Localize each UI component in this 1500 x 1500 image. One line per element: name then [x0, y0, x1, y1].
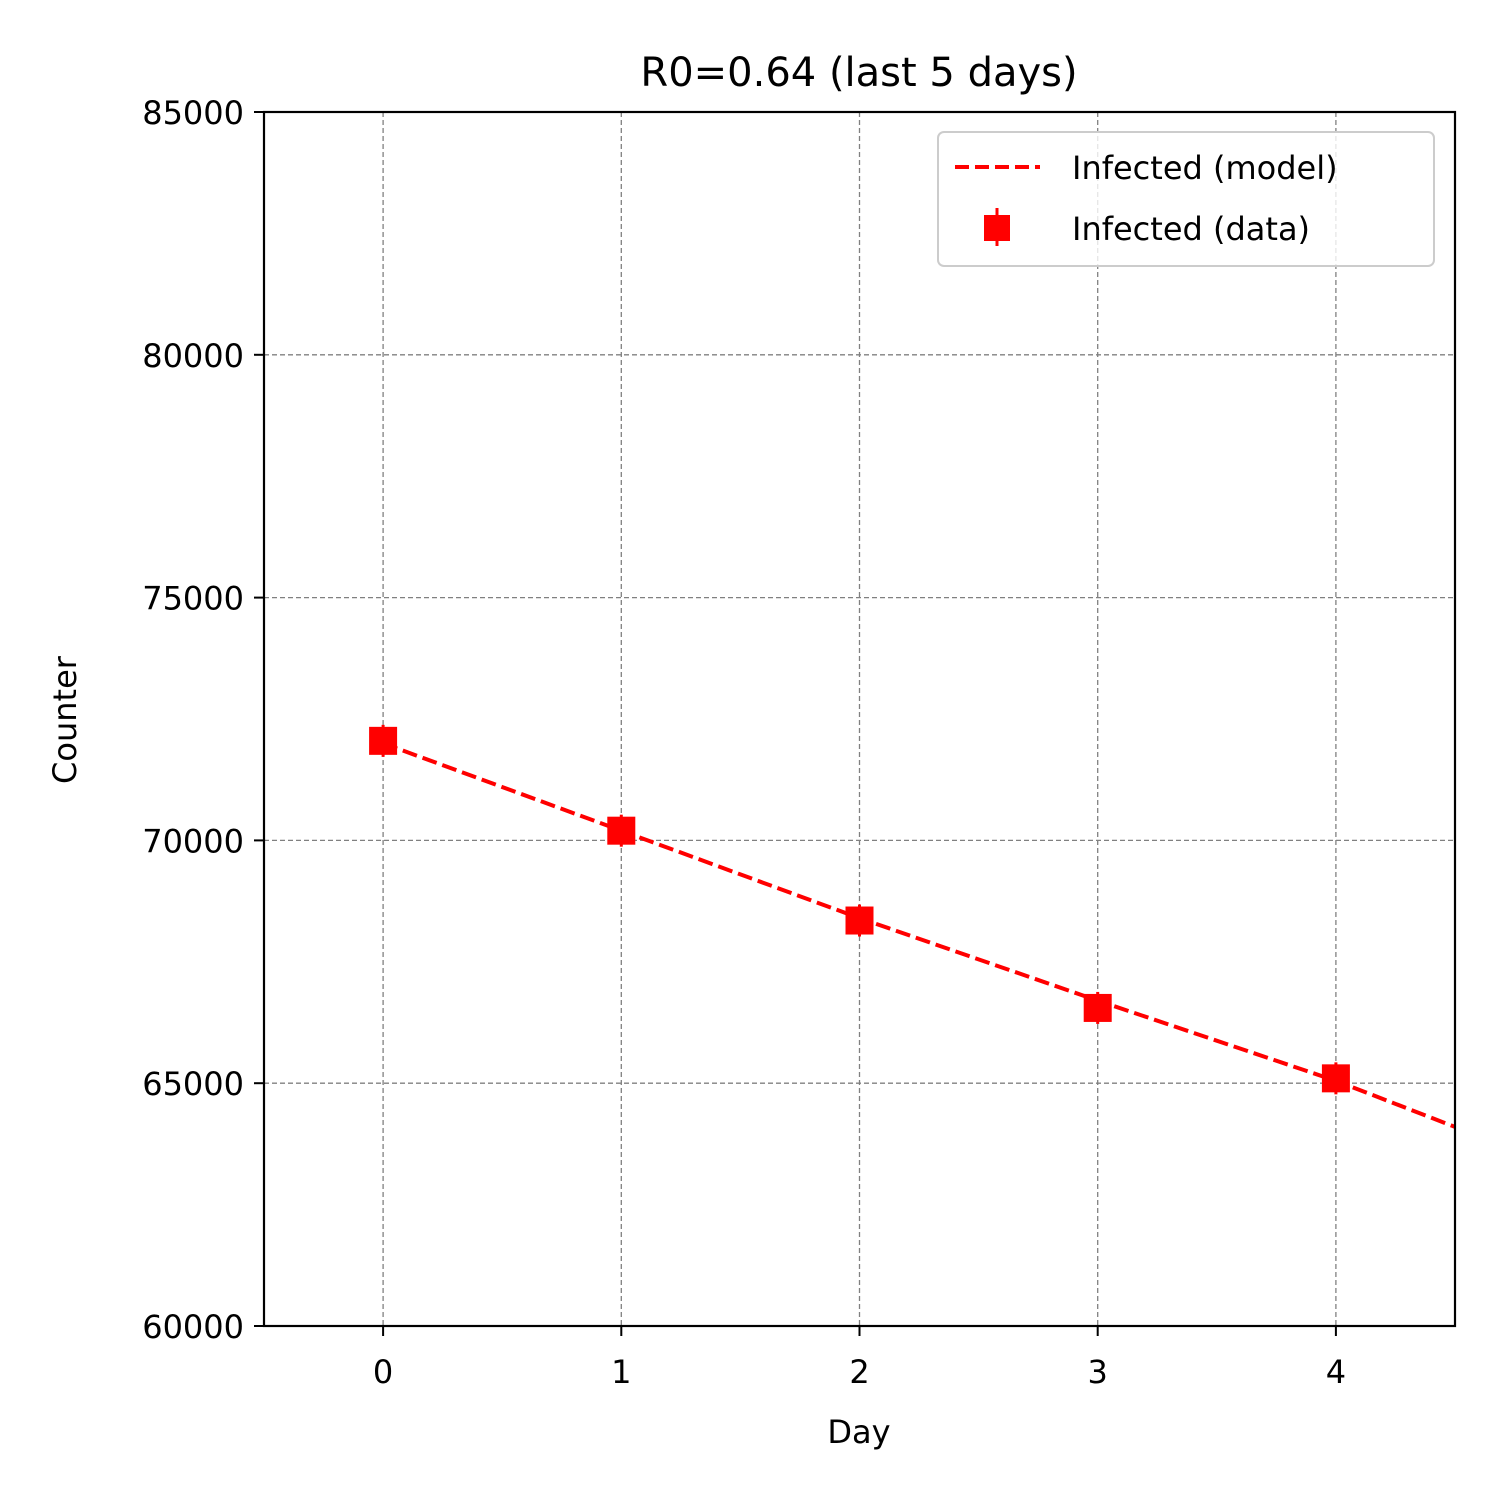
y-axis: 60000 65000 70000 75000 80000 85000: [142, 94, 264, 1346]
legend-label-data: Infected (data): [1072, 210, 1310, 248]
y-tick-label: 60000: [142, 1308, 244, 1346]
legend-data-marker-icon: [984, 215, 1010, 241]
x-axis-label: Day: [827, 1413, 890, 1451]
y-axis-label: Counter: [46, 655, 84, 784]
x-tick-label: 3: [1088, 1353, 1108, 1391]
data-point: [369, 726, 398, 755]
model-line: [382, 741, 1456, 1129]
y-tick-label: 80000: [142, 337, 244, 375]
y-tick-label: 70000: [142, 822, 244, 860]
x-tick-label: 0: [373, 1353, 393, 1391]
y-tick-label: 75000: [142, 580, 244, 618]
legend-label-model: Infected (model): [1072, 149, 1338, 187]
y-tick-label: 85000: [142, 94, 244, 132]
chart-title: R0=0.64 (last 5 days): [640, 50, 1077, 96]
x-tick-label: 2: [849, 1353, 869, 1391]
x-tick-label: 4: [1326, 1353, 1346, 1391]
x-tick-label: 1: [611, 1353, 631, 1391]
data-point: [1083, 993, 1112, 1022]
plot-series: [369, 724, 1456, 1129]
y-tick-label: 65000: [142, 1065, 244, 1103]
data-point: [1321, 1064, 1350, 1093]
x-axis: 0 1 2 3 4: [373, 1326, 1346, 1391]
data-point: [845, 906, 874, 935]
legend-box: [937, 131, 1435, 267]
legend: Infected (model) Infected (data): [937, 131, 1435, 267]
data-point: [607, 816, 636, 845]
